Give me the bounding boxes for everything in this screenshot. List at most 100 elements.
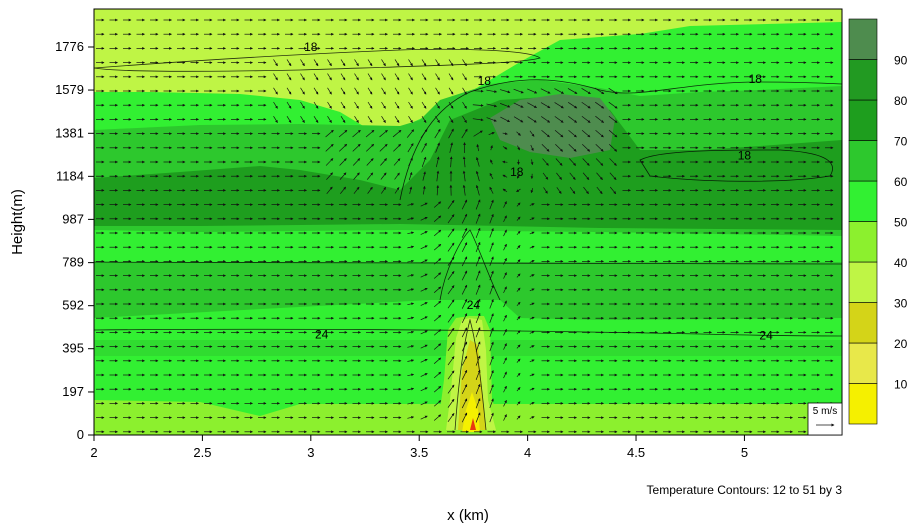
contour-label: 18 — [510, 165, 524, 179]
wind-vector — [516, 202, 521, 207]
wind-vector — [367, 101, 373, 109]
wind-vector — [541, 116, 551, 123]
wind-vector — [516, 330, 521, 335]
wind-vector — [568, 143, 577, 152]
wind-vector — [489, 228, 494, 238]
wind-vector — [462, 87, 467, 95]
wind-vector — [461, 256, 468, 267]
wind-vector — [541, 130, 550, 138]
contour-label: 18 — [304, 40, 318, 54]
wind-vector — [381, 73, 386, 81]
wind-vector — [516, 259, 521, 264]
wind-vector — [461, 341, 468, 352]
wind-vector — [529, 345, 535, 348]
wind-vector — [435, 101, 440, 109]
wind-vector — [581, 87, 591, 95]
wind-vector — [554, 129, 564, 138]
y-tick-label: 1381 — [55, 125, 84, 140]
wind-vector — [486, 103, 498, 108]
wind-vector — [420, 415, 428, 420]
wind-vector — [394, 172, 400, 180]
wind-vector — [408, 116, 413, 123]
wind-vector — [475, 157, 480, 167]
wind-vector — [325, 158, 334, 166]
wind-vector — [447, 214, 455, 224]
wind-vector — [367, 59, 373, 67]
wind-vector — [567, 102, 578, 109]
y-tick-label: 1579 — [55, 82, 84, 97]
wind-vector — [513, 102, 524, 108]
wind-vector — [354, 59, 359, 67]
wind-vector — [529, 288, 535, 292]
wind-vector — [503, 371, 507, 379]
shaded-field — [94, 9, 842, 435]
y-axis-label: Height(m) — [9, 189, 26, 255]
wind-vector — [300, 101, 305, 109]
wind-vector — [393, 143, 401, 152]
wind-vector — [461, 369, 468, 380]
wind-vector — [420, 302, 428, 306]
wind-vector — [393, 158, 401, 166]
wind-vector — [327, 116, 332, 123]
wind-vector — [313, 59, 319, 67]
wind-vector — [489, 299, 494, 309]
x-tick-label: 3.5 — [410, 445, 428, 460]
wind-vector — [407, 416, 415, 419]
wind-vector — [422, 185, 426, 195]
wind-vector — [489, 213, 494, 224]
wind-vector — [420, 287, 428, 292]
wind-vector — [461, 199, 468, 210]
wind-vector — [476, 144, 480, 152]
wind-vector — [407, 259, 415, 263]
wind-vector — [462, 101, 467, 109]
wind-vector — [435, 59, 440, 67]
colorbar-label: 50 — [894, 216, 908, 230]
wind-vector — [461, 270, 468, 281]
wind-vector — [286, 101, 292, 109]
wind-vector — [286, 87, 292, 95]
wind-vector — [407, 373, 415, 377]
wind-vector — [567, 88, 578, 94]
wind-vector — [407, 288, 415, 291]
wind-vector — [367, 186, 373, 194]
x-axis-label: x (km) — [447, 507, 489, 524]
wind-vector — [581, 101, 591, 109]
wind-vector — [554, 116, 564, 123]
wind-vector — [475, 327, 481, 338]
wind-vector — [516, 230, 521, 236]
wind-vector — [503, 414, 507, 421]
reference-vector-box: 5 m/s — [807, 402, 843, 436]
wind-vector — [421, 87, 427, 95]
wind-vector — [433, 286, 442, 293]
wind-vector — [433, 258, 442, 265]
wind-vector — [527, 116, 537, 123]
wind-vector — [502, 188, 508, 193]
wind-vector — [420, 401, 428, 406]
wind-vector — [379, 129, 388, 138]
wind-vector — [556, 172, 562, 180]
x-tick-label: 4.5 — [627, 445, 645, 460]
wind-vector — [447, 199, 455, 210]
wind-vector — [541, 143, 550, 152]
wind-vector — [569, 172, 576, 180]
wind-vector — [475, 199, 481, 210]
wind-vector — [367, 87, 373, 95]
wind-vector — [447, 256, 455, 266]
colorbar-label: 10 — [894, 378, 908, 392]
wind-vector — [475, 398, 481, 409]
wind-vector — [475, 213, 481, 224]
wind-vector — [529, 231, 535, 235]
wind-vector — [475, 312, 481, 324]
wind-vector — [475, 241, 481, 253]
wind-vector — [529, 130, 535, 137]
wind-vector — [582, 143, 591, 152]
wind-vector — [503, 243, 507, 251]
wind-vector — [503, 257, 507, 265]
wind-vector — [540, 102, 551, 109]
wind-vector — [516, 287, 521, 292]
wind-vector — [569, 158, 577, 166]
y-tick-label: 789 — [62, 255, 84, 270]
wind-vector — [461, 242, 468, 253]
wind-vector — [527, 88, 538, 94]
wind-vector — [462, 116, 467, 123]
